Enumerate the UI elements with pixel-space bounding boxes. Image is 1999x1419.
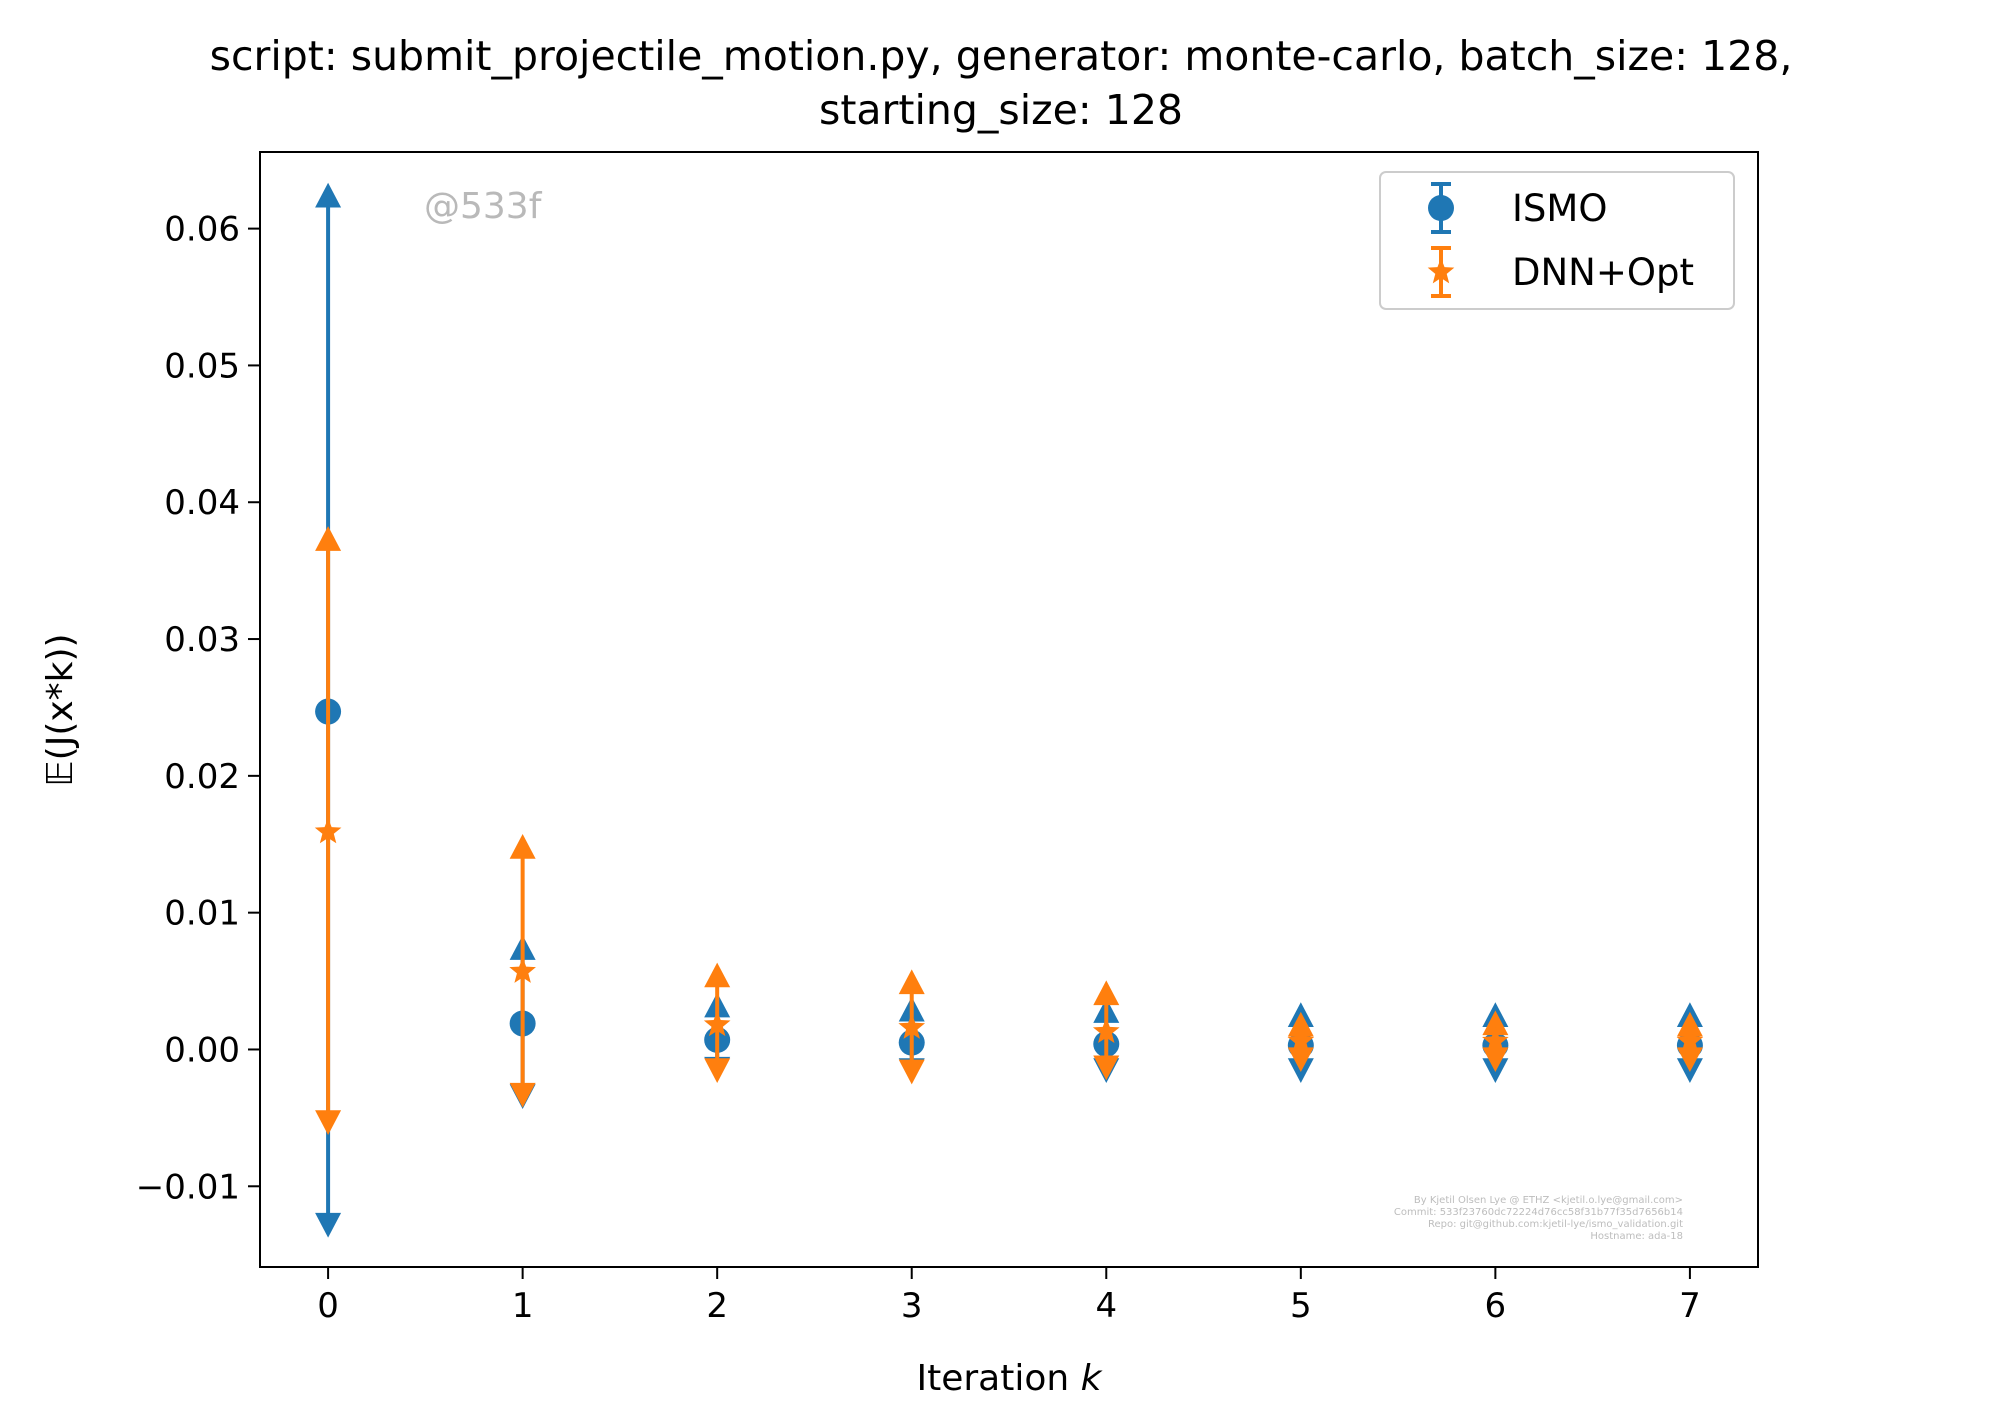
legend-marker: [1428, 195, 1454, 221]
y-tick-label: 0.04: [164, 483, 240, 523]
credits-line: Commit: 533f23760dc72224d76cc58f31b77f35…: [1394, 1207, 1683, 1218]
x-tick-label: 2: [706, 1286, 728, 1326]
legend-marker: [1427, 258, 1455, 284]
data-series: [314, 182, 1704, 1238]
y-tick-label: 0.06: [164, 210, 240, 250]
error-cap-lower: [1676, 1047, 1703, 1073]
error-cap-upper: [704, 962, 731, 988]
data-point: [898, 1013, 926, 1039]
legend-label: ISMO: [1512, 187, 1607, 230]
y-tick-label: 0.01: [164, 894, 240, 934]
error-cap-lower: [704, 1058, 731, 1083]
error-cap-lower: [509, 1082, 536, 1108]
x-tick-label: 0: [317, 1286, 339, 1326]
legend-entry: DNN+Opt: [1427, 246, 1694, 298]
x-tick-label: 6: [1485, 1286, 1507, 1326]
x-tick-label: 3: [901, 1286, 923, 1326]
credits-block: By Kjetil Olsen Lye @ ETHZ <kjetil.o.lye…: [1394, 1195, 1683, 1242]
x-axis-label-text: Iteration: [916, 1358, 1080, 1399]
y-tick-label: 0.00: [164, 1030, 240, 1070]
error-cap-lower: [1287, 1047, 1314, 1073]
data-point: [703, 1010, 731, 1037]
y-tick-label: −0.01: [136, 1167, 240, 1207]
error-cap-lower: [315, 1110, 342, 1135]
error-cap-lower: [315, 1212, 342, 1238]
data-point: [1092, 1017, 1120, 1044]
legend-label: DNN+Opt: [1512, 251, 1694, 294]
y-tick-label: 0.05: [164, 346, 240, 386]
legend: ISMO DNN+Opt: [1379, 171, 1735, 310]
credits-line: Repo: git@github.com:kjetil-lye/ismo_val…: [1428, 1219, 1683, 1230]
x-tick-label: 4: [1095, 1286, 1117, 1326]
error-cap-upper: [1482, 1010, 1509, 1036]
error-cap-lower: [898, 1059, 925, 1085]
y-tick-label: 0.03: [164, 620, 240, 660]
credits-line: By Kjetil Olsen Lye @ ETHZ <kjetil.o.lye…: [1414, 1195, 1683, 1206]
error-cap-lower: [1093, 1055, 1120, 1081]
error-cap-lower: [1482, 1047, 1509, 1073]
series-dnn-opt: [314, 526, 1704, 1135]
x-axis-ticks: 0 1 2 3 4 5 6 7: [317, 1267, 1701, 1326]
chart-title-line1: script: submit_projectile_motion.py, gen…: [210, 32, 1793, 80]
x-axis-label-variable: k: [1081, 1358, 1104, 1399]
data-point: [1676, 1027, 1704, 1053]
error-cap-upper: [509, 833, 536, 859]
error-cap-upper: [315, 526, 342, 551]
watermark: @533f: [424, 186, 543, 227]
credits-line: Hostname: ada-18: [1590, 1231, 1683, 1242]
error-cap-upper: [1287, 1011, 1314, 1037]
legend-box: [1379, 171, 1735, 310]
legend-entry: ISMO: [1428, 182, 1607, 234]
x-axis-label: Iteration k: [916, 1358, 1103, 1399]
error-cap-upper: [1676, 1011, 1703, 1037]
error-cap-upper: [1093, 980, 1120, 1006]
data-point: [1287, 1027, 1315, 1053]
chart-title-line2: starting_size: 128: [819, 86, 1183, 134]
error-cap-upper: [898, 969, 925, 995]
y-axis-ticks: −0.01 0.00 0.01 0.02 0.03 0.04 0.05 0.06: [136, 210, 260, 1207]
x-tick-label: 5: [1290, 1286, 1312, 1326]
x-tick-label: 1: [512, 1286, 534, 1326]
x-tick-label: 7: [1679, 1286, 1701, 1326]
plot-frame: [259, 151, 1759, 1268]
data-point: [1482, 1027, 1509, 1053]
y-axis-label: 𝔼(J(x*k)): [40, 633, 81, 786]
data-point: [509, 957, 536, 983]
data-point: [314, 817, 342, 844]
error-cap-upper: [315, 182, 342, 208]
y-tick-label: 0.02: [164, 757, 240, 797]
